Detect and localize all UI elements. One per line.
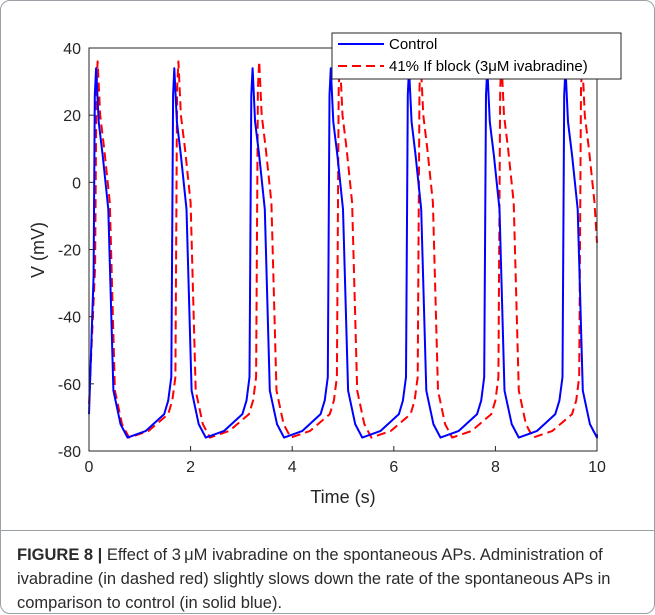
caption-divider <box>1 530 654 531</box>
figure-caption: FIGURE 8 | Effect of 3 μM ivabradine on … <box>17 543 641 615</box>
y-tick-label: 0 <box>72 175 81 192</box>
y-tick-label: 40 <box>63 41 81 58</box>
y-axis-label: V (mV) <box>28 222 48 278</box>
legend: Control 41% If block (3μM ivabradine) <box>331 32 622 80</box>
x-tick-label: 6 <box>389 459 398 476</box>
x-axis-label: Time (s) <box>310 487 375 507</box>
control-series-line <box>88 67 598 439</box>
x-tick-label: 4 <box>288 459 297 476</box>
caption-text: Effect of 3 μM ivabradine on the spontan… <box>17 546 611 612</box>
y-tick-label: 20 <box>63 108 81 125</box>
y-tick-label: -20 <box>58 243 81 260</box>
x-tick-label: 10 <box>588 459 606 476</box>
line-chart: 0 2 4 6 8 10 -80 -60 -40 -20 0 20 40 Time (s) V (mV)… <box>28 32 622 507</box>
x-tick-label: 0 <box>85 459 94 476</box>
plot-area-border <box>88 47 598 452</box>
figure-label: FIGURE 8 | <box>17 546 103 564</box>
x-tick-label: 2 <box>186 459 195 476</box>
legend-box <box>331 32 622 80</box>
legend-label-control: Control <box>389 36 437 53</box>
ivabradine-series-line <box>88 60 598 439</box>
y-tick-label: -80 <box>58 444 81 461</box>
y-tick-label: -40 <box>58 310 81 327</box>
x-tick-label: 8 <box>491 459 500 476</box>
legend-label-ivabradine: 41% If block (3μM ivabradine) <box>389 58 588 75</box>
y-tick-label: -60 <box>58 377 81 394</box>
